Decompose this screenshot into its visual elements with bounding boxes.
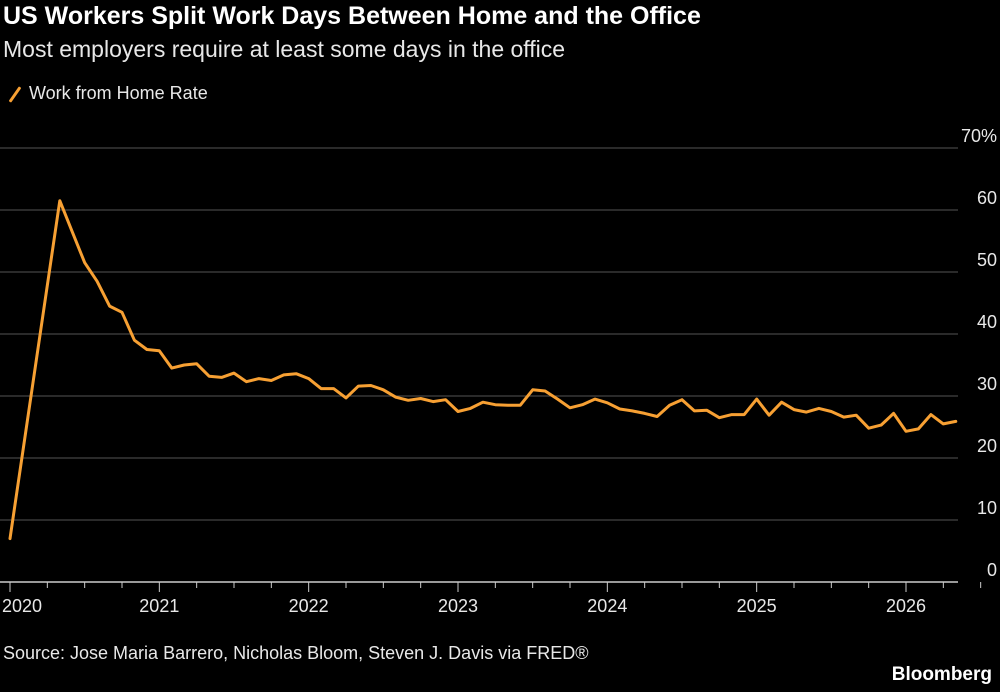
line-chart: 70% 60 50 40 30 20 10 0 2020 2021 2022 2023 2024 2025… — [0, 126, 997, 616]
source-note: Source: Jose Maria Barrero, Nicholas Blo… — [3, 643, 589, 663]
chart-title: US Workers Split Work Days Between Home … — [3, 2, 701, 30]
bloomberg-logo: Bloomberg — [891, 664, 992, 685]
x-tick-label: 2022 — [289, 596, 329, 616]
chart-subtitle: Most employers require at least some day… — [3, 36, 566, 62]
x-tick-label: 2021 — [139, 596, 179, 616]
legend-label: Work from Home Rate — [29, 83, 208, 103]
y-tick-label: 0 — [987, 560, 997, 580]
y-tick-label: 40 — [977, 312, 997, 332]
y-tick-label: 30 — [977, 374, 997, 394]
y-tick-label: 70% — [961, 126, 997, 146]
x-tick-label: 2025 — [737, 596, 777, 616]
y-tick-label: 10 — [977, 498, 997, 518]
y-tick-label: 50 — [977, 250, 997, 270]
y-tick-label: 60 — [977, 188, 997, 208]
y-tick-label: 20 — [977, 436, 997, 456]
x-tick-label: 2024 — [587, 596, 627, 616]
x-tick-label: 2020 — [2, 596, 42, 616]
x-tick-label: 2026 — [886, 596, 926, 616]
x-tick-label: 2023 — [438, 596, 478, 616]
legend: Work from Home Rate — [5, 83, 208, 104]
series-line-work-from-home-rate — [8, 199, 958, 541]
